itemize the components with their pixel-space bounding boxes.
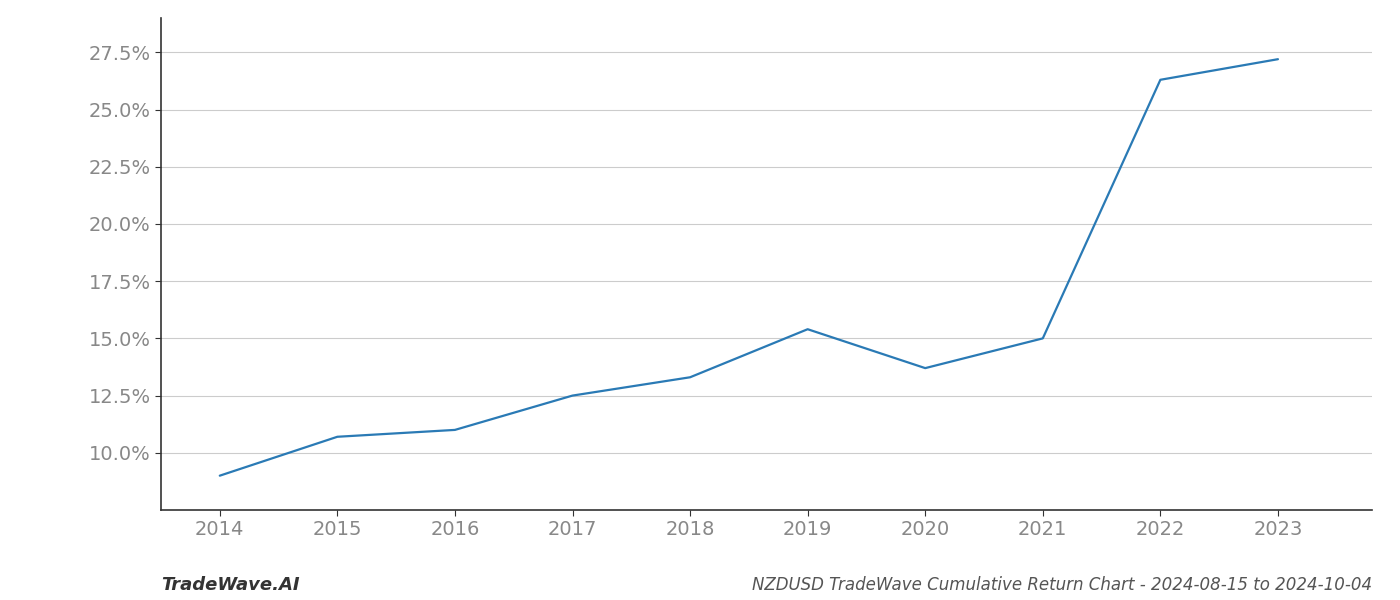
Text: NZDUSD TradeWave Cumulative Return Chart - 2024-08-15 to 2024-10-04: NZDUSD TradeWave Cumulative Return Chart…	[752, 576, 1372, 594]
Text: TradeWave.AI: TradeWave.AI	[161, 576, 300, 594]
